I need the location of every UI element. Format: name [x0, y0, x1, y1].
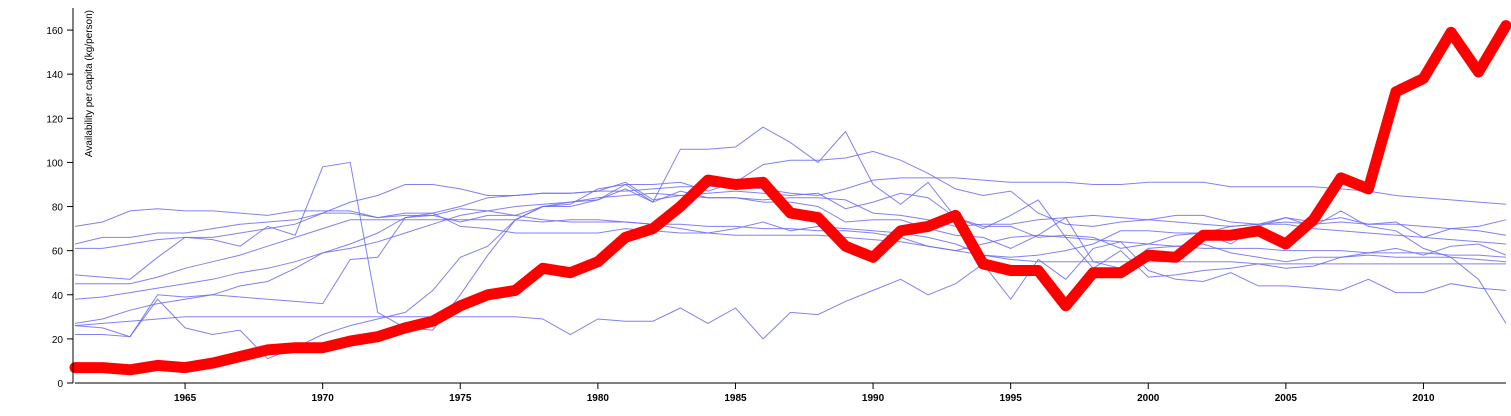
y-tick-label: 80	[52, 203, 64, 214]
x-tick-label: 1970	[312, 393, 335, 404]
background-series-line-3	[75, 126, 1507, 331]
y-tick-label: 20	[52, 335, 64, 346]
background-series-line-6	[74, 208, 1507, 324]
x-tick-label: 1995	[1000, 393, 1023, 404]
y-tick-label: 120	[46, 114, 63, 125]
x-tick-label: 1980	[587, 393, 610, 404]
y-tick-label: 160	[46, 26, 63, 37]
background-series-line-1	[74, 177, 1507, 227]
x-tick-label: 1990	[862, 393, 885, 404]
y-tick-label: 100	[46, 158, 63, 169]
x-tick-label: 2000	[1137, 393, 1160, 404]
background-series-layer	[74, 126, 1507, 360]
y-tick-label: 0	[57, 379, 63, 390]
x-tick-label: 1975	[449, 393, 472, 404]
y-axis-ticks: 0 20 40 60 80 100 120 140 160	[46, 26, 73, 390]
y-tick-label: 60	[52, 247, 64, 258]
background-series-line-10	[74, 241, 1507, 340]
background-series-line-9	[75, 219, 1506, 285]
y-tick-label: 140	[46, 70, 63, 81]
y-tick-label: 40	[52, 291, 64, 302]
x-tick-label: 1965	[174, 393, 197, 404]
x-axis-ticks: 1965 1970 1975 1980 1985 1990 1995 2000 2005 2010	[174, 383, 1435, 404]
highlight-series-line	[69, 20, 1511, 376]
background-series-line-8	[74, 188, 1507, 360]
background-series-line-7	[75, 210, 1507, 338]
background-series-line-5	[74, 192, 1507, 300]
background-series-line-2	[74, 181, 1507, 249]
x-tick-label: 2005	[1275, 393, 1298, 404]
highlight-series-layer	[69, 20, 1511, 376]
x-tick-label: 2010	[1412, 393, 1435, 404]
y-axis-title: Availability per capita (kg/person)	[84, 10, 95, 157]
x-tick-label: 1985	[724, 393, 747, 404]
